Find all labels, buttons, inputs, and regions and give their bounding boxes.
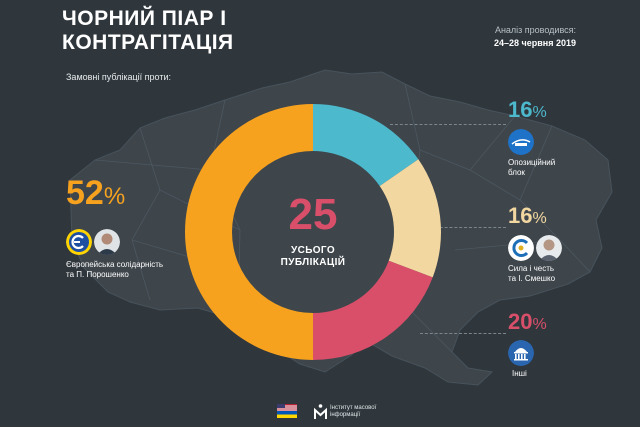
opposition-label: Опозиційний блок bbox=[508, 158, 555, 178]
sila-label-line-1: Сила і честь bbox=[508, 264, 555, 273]
opposition-percent-value: 16 bbox=[508, 97, 533, 122]
period-value: 24–28 червня 2019 bbox=[494, 38, 576, 48]
total-count: 25 bbox=[288, 190, 338, 239]
analysis-period: Аналіз проводився: 24–28 червня 2019 bbox=[494, 24, 576, 50]
poroshenko-avatar bbox=[94, 229, 120, 255]
eurosolidarity-logo bbox=[66, 229, 92, 255]
donut-segment-3 bbox=[313, 260, 433, 360]
total-label: УСЬОГО ПУБЛІКАЦІЙ bbox=[258, 245, 368, 269]
eurosol-percent: 52% bbox=[66, 176, 125, 210]
opposition-bloc-logo bbox=[508, 129, 534, 155]
eurosol-percent-value: 52 bbox=[66, 174, 104, 212]
period-label: Аналіз проводився: bbox=[494, 25, 576, 35]
chart-subtitle: Замовні публікації проти: bbox=[66, 72, 171, 82]
total-label-line-1: УСЬОГО bbox=[291, 245, 335, 256]
total-label-line-2: ПУБЛІКАЦІЙ bbox=[280, 257, 346, 268]
leader-line-opposition bbox=[390, 124, 506, 125]
imi-name-line-1: Інститут масової bbox=[330, 405, 377, 411]
donut-segment-4 bbox=[185, 104, 313, 360]
imi-name-line-2: інформації bbox=[330, 412, 361, 418]
eurosol-label: Європейська солідарність та П. Порошенко bbox=[66, 260, 163, 280]
donut-segment-1 bbox=[313, 104, 419, 186]
eurosol-label-line-1: Європейська солідарність bbox=[66, 260, 164, 269]
other-percent: 20% bbox=[508, 311, 547, 333]
opposition-label-line-1: Опозиційний bbox=[508, 158, 556, 167]
usa-ukraine-flags bbox=[277, 404, 297, 418]
sila-percent-unit: % bbox=[532, 210, 547, 227]
imi-name: Інститут масової інформації bbox=[330, 405, 376, 419]
other-percent-value: 20 bbox=[508, 309, 533, 334]
sila-label-line-2: та І. Смешко bbox=[508, 274, 556, 283]
leader-line-other bbox=[420, 333, 506, 334]
sila-percent-value: 16 bbox=[508, 203, 533, 228]
page-title: ЧОРНИЙ ПІАР І КОНТРАГІТАЦІЯ bbox=[62, 7, 234, 55]
imi-logo bbox=[314, 404, 327, 419]
other-label-line-1: Інші bbox=[512, 369, 527, 378]
opposition-percent-unit: % bbox=[532, 104, 547, 121]
donut-segment-2 bbox=[379, 159, 441, 278]
eurosol-label-line-2: та П. Порошенко bbox=[66, 270, 129, 279]
opposition-percent: 16% bbox=[508, 99, 547, 121]
opposition-label-line-2: блок bbox=[508, 168, 525, 177]
sila-i-chest-logo bbox=[508, 235, 534, 261]
title-line-1: ЧОРНИЙ ПІАР І bbox=[62, 7, 227, 30]
sila-percent: 16% bbox=[508, 205, 547, 227]
other-percent-unit: % bbox=[532, 316, 547, 333]
sila-label: Сила і честь та І. Смешко bbox=[508, 264, 555, 284]
title-line-2: КОНТРАГІТАЦІЯ bbox=[62, 31, 234, 54]
parliament-icon bbox=[508, 340, 534, 366]
smeshko-avatar bbox=[536, 235, 562, 261]
other-label: Інші bbox=[512, 369, 527, 379]
eurosol-percent-unit: % bbox=[103, 183, 126, 210]
leader-line-sila bbox=[430, 227, 506, 228]
